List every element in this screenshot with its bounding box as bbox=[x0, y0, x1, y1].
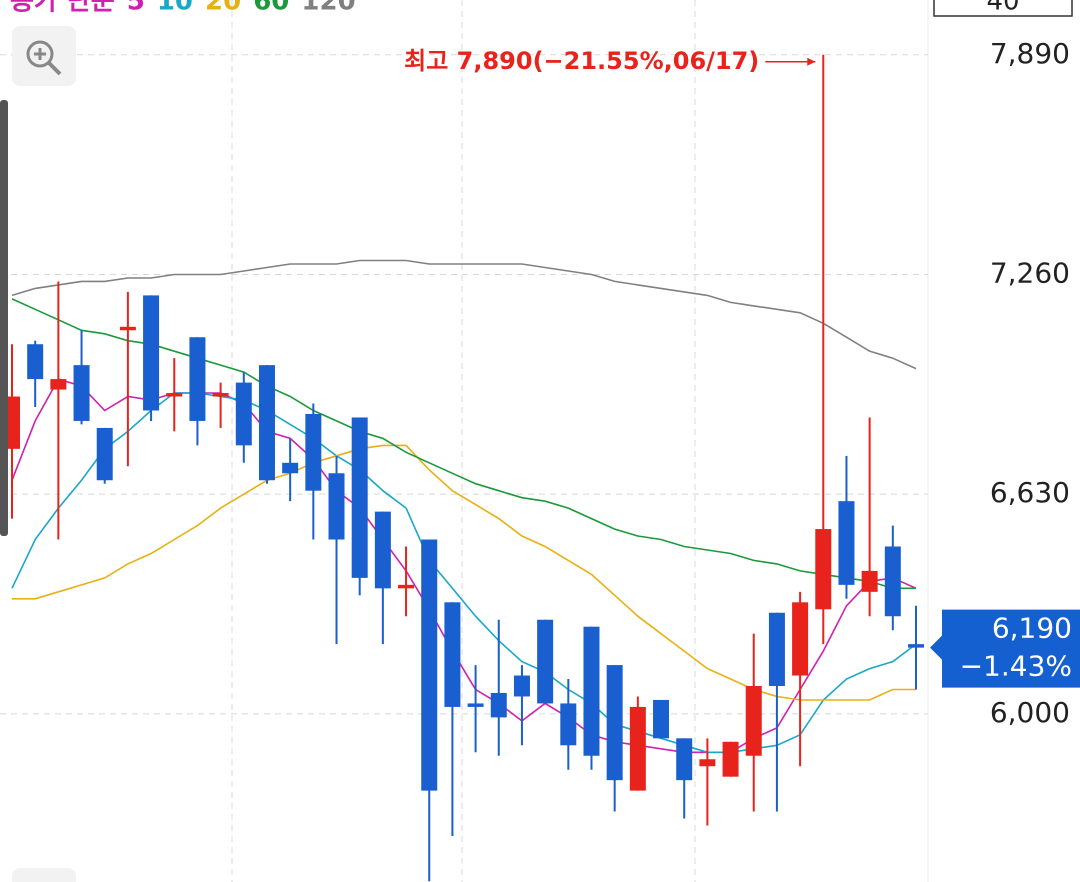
candle-body bbox=[50, 379, 67, 390]
annotation-arrowhead bbox=[807, 57, 816, 66]
candle-body bbox=[745, 686, 762, 756]
candle-body bbox=[189, 337, 206, 421]
candle-body bbox=[212, 393, 229, 397]
ma-line bbox=[11, 378, 917, 754]
zoom-icon bbox=[47, 61, 62, 76]
candle-body bbox=[490, 692, 507, 718]
ma-line bbox=[11, 259, 917, 370]
candle-body bbox=[560, 703, 577, 746]
candle-body bbox=[398, 584, 415, 589]
period-box[interactable] bbox=[933, 0, 1073, 17]
candle-body bbox=[861, 570, 878, 592]
vertical-grid bbox=[231, 0, 696, 882]
zoom-icon bbox=[26, 40, 54, 68]
candle-body bbox=[653, 699, 670, 739]
y-tick-label: 6,000 bbox=[990, 696, 1070, 729]
side-handle[interactable] bbox=[0, 100, 8, 536]
legend-entry: 20 bbox=[205, 0, 241, 17]
candle-body bbox=[282, 462, 299, 474]
legend-entry: 60 bbox=[253, 0, 289, 17]
legend-prefix: 종가 단순 bbox=[10, 0, 115, 17]
candle-body bbox=[884, 546, 901, 617]
candle-body bbox=[444, 602, 461, 707]
zoom-out-button[interactable] bbox=[12, 868, 76, 882]
candle-body bbox=[421, 539, 438, 791]
last-price-box bbox=[930, 609, 1080, 688]
y-tick-label: 7,260 bbox=[990, 256, 1070, 289]
candle-body bbox=[305, 413, 322, 491]
candle-body bbox=[467, 703, 484, 707]
plot-background bbox=[0, 0, 928, 882]
y-tick-label: 6,630 bbox=[990, 476, 1070, 509]
candle-body bbox=[676, 738, 693, 781]
candle-body bbox=[374, 511, 391, 589]
candle-body bbox=[143, 295, 160, 411]
candle-body bbox=[537, 619, 554, 704]
candle-body bbox=[722, 741, 739, 777]
candle-body bbox=[815, 529, 832, 610]
candle-body bbox=[908, 644, 924, 648]
candle-body bbox=[629, 706, 646, 791]
ma-line bbox=[12, 444, 916, 701]
candle-body bbox=[606, 665, 623, 781]
change-label: −1.43% bbox=[960, 650, 1072, 683]
annotation-text: 최고 7,890(−21.55%,06/17) bbox=[404, 47, 759, 75]
candle-body bbox=[351, 417, 368, 578]
candle-body bbox=[513, 675, 530, 697]
legend-entry: 5 bbox=[127, 0, 145, 17]
candle-body bbox=[699, 759, 716, 767]
candle-body bbox=[235, 382, 252, 446]
legend-entry: 120 bbox=[301, 0, 355, 17]
candle-body bbox=[166, 393, 183, 397]
period-box-label[interactable]: 40 bbox=[986, 0, 1019, 17]
ma-line bbox=[11, 392, 917, 754]
candle-body bbox=[73, 365, 90, 421]
zoom-button-bg[interactable] bbox=[12, 26, 76, 86]
grid bbox=[0, 54, 928, 715]
candle-body bbox=[96, 427, 113, 481]
candle-body bbox=[768, 612, 785, 686]
candle-body bbox=[328, 473, 345, 540]
plot bbox=[4, 54, 924, 882]
candle-body bbox=[27, 344, 44, 380]
last-price-label: 6,190 bbox=[992, 612, 1072, 645]
candle-body bbox=[119, 326, 136, 331]
y-tick-label: 7,890 bbox=[990, 37, 1070, 70]
candle-body bbox=[258, 365, 275, 481]
overlay: 6,000 6,630 7,260 7,890 최고 7,890(−21.55%,06/… bbox=[404, 37, 1080, 729]
candle-body bbox=[583, 626, 600, 756]
zoom-button[interactable] bbox=[12, 26, 76, 86]
zoom-out-button-bg[interactable] bbox=[12, 868, 76, 882]
ma-line bbox=[11, 298, 916, 590]
candle-body bbox=[838, 501, 855, 585]
legend-entry: 10 bbox=[157, 0, 193, 17]
candle-body bbox=[792, 602, 809, 676]
